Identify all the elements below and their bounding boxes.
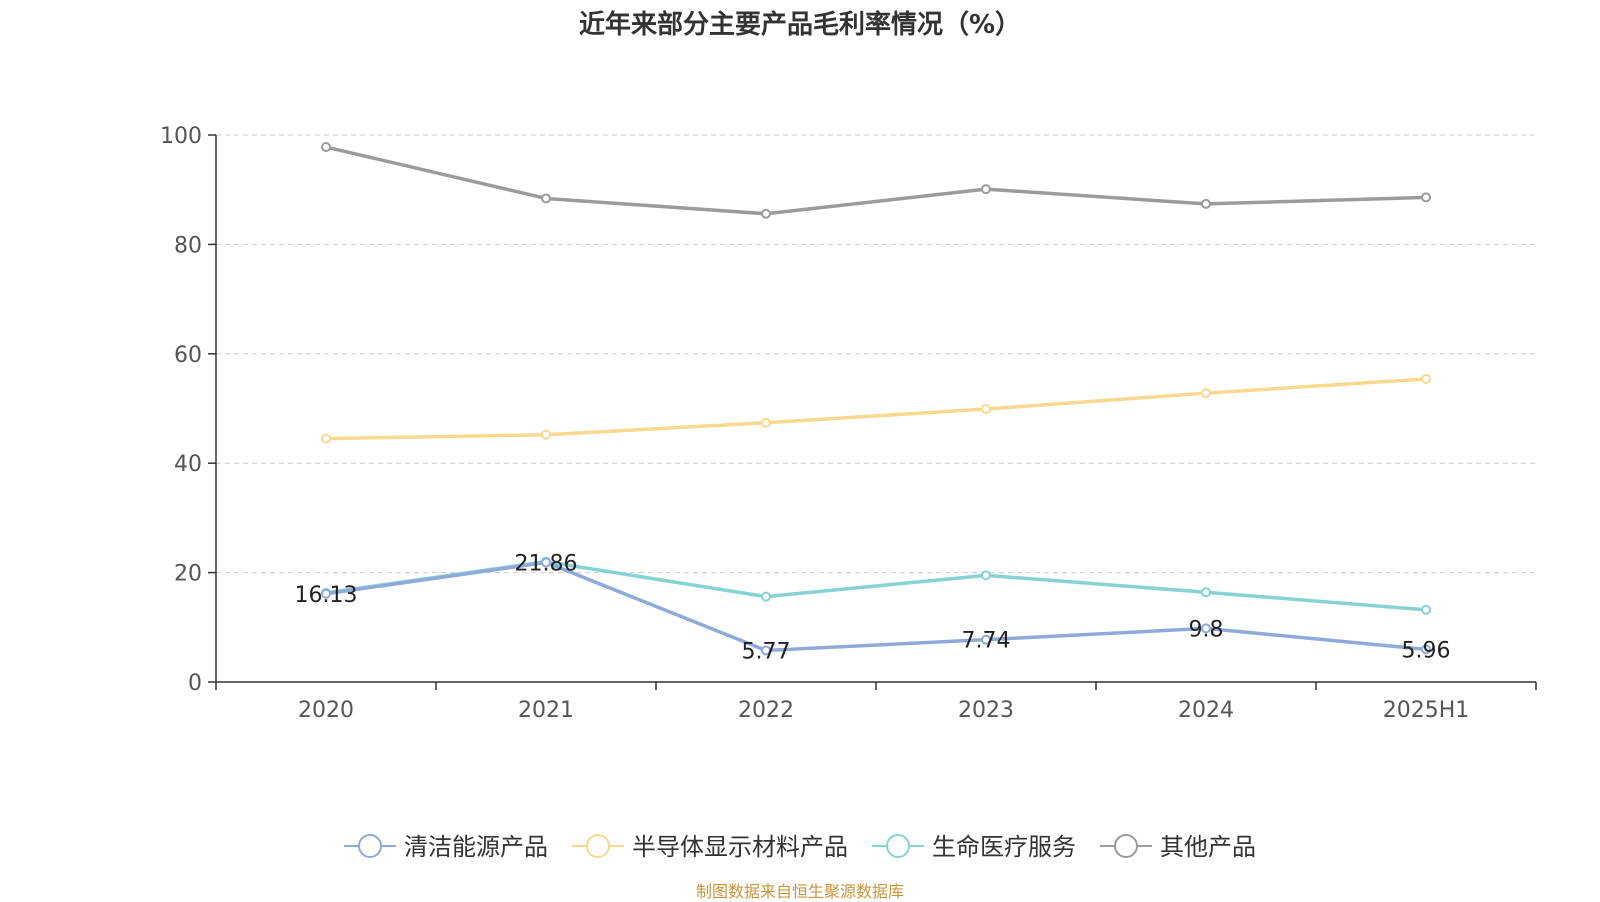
legend-marker-icon bbox=[358, 834, 382, 858]
data-point bbox=[1421, 644, 1431, 655]
data-point bbox=[541, 557, 551, 568]
x-tick-label: 2024 bbox=[1178, 698, 1234, 723]
data-label: 16.13 bbox=[295, 583, 358, 608]
data-point bbox=[1201, 623, 1211, 634]
legend-label: 其他产品 bbox=[1160, 833, 1256, 861]
legend-item-3[interactable]: 其他产品 bbox=[1100, 833, 1256, 861]
data-point bbox=[981, 404, 991, 415]
legend-label: 半导体显示材料产品 bbox=[632, 833, 848, 861]
series-line-3 bbox=[325, 145, 1427, 216]
data-point bbox=[321, 433, 331, 444]
data-point bbox=[761, 208, 771, 219]
data-label: 5.77 bbox=[742, 639, 791, 664]
data-point bbox=[541, 429, 551, 440]
legend-label: 生命医疗服务 bbox=[932, 833, 1076, 861]
data-point bbox=[981, 184, 991, 195]
data-label: 5.96 bbox=[1402, 638, 1451, 663]
y-tick-label: 40 bbox=[174, 452, 202, 477]
legend-marker-icon bbox=[886, 834, 910, 858]
legend-item-1[interactable]: 半导体显示材料产品 bbox=[572, 833, 848, 861]
x-tick-label: 2025H1 bbox=[1383, 698, 1470, 723]
data-labels: 16.13 21.86 5.77 7.74 9.8 5.96 bbox=[295, 551, 1451, 664]
data-point bbox=[1421, 373, 1431, 384]
legend-label: 清洁能源产品 bbox=[404, 833, 548, 861]
x-tick-label: 2021 bbox=[518, 698, 574, 723]
legend-marker-icon bbox=[1114, 834, 1138, 858]
x-tick-label: 2023 bbox=[958, 698, 1014, 723]
data-point bbox=[761, 591, 771, 602]
y-tick-label: 100 bbox=[160, 124, 202, 149]
x-tick-label: 2020 bbox=[298, 698, 354, 723]
series-line-0 bbox=[325, 560, 1427, 653]
grid-lines bbox=[216, 134, 1536, 574]
axes: 0 20 40 60 80 100 2020 2021 2022 2023 2024 2025H1 bbox=[160, 124, 1537, 723]
data-label: 9.8 bbox=[1189, 617, 1224, 642]
data-point bbox=[1421, 192, 1431, 203]
x-tick-label: 2022 bbox=[738, 698, 794, 723]
chart-title: 近年来部分主要产品毛利率情况（%） bbox=[578, 10, 1022, 40]
legend-item-0[interactable]: 清洁能源产品 bbox=[344, 833, 548, 861]
legend[interactable]: 清洁能源产品 半导体显示材料产品 生命医疗服务 其他产品 bbox=[344, 833, 1256, 861]
series-lines bbox=[321, 142, 1431, 656]
y-tick-label: 0 bbox=[188, 671, 202, 696]
data-point bbox=[321, 142, 331, 153]
y-tick-label: 60 bbox=[174, 343, 202, 368]
y-tick-label: 80 bbox=[174, 233, 202, 258]
data-point bbox=[761, 645, 771, 656]
data-point bbox=[541, 193, 551, 204]
data-point bbox=[1421, 604, 1431, 615]
y-tick-label: 20 bbox=[174, 562, 202, 587]
data-point bbox=[981, 570, 991, 581]
data-point bbox=[321, 588, 331, 599]
data-point bbox=[761, 417, 771, 428]
legend-marker-icon bbox=[586, 834, 610, 858]
data-point bbox=[1201, 388, 1211, 399]
data-label: 21.86 bbox=[515, 551, 578, 576]
source-note: 制图数据来自恒生聚源数据库 bbox=[695, 882, 904, 901]
data-point bbox=[1201, 587, 1211, 598]
data-label: 7.74 bbox=[962, 629, 1011, 654]
legend-item-2[interactable]: 生命医疗服务 bbox=[872, 833, 1076, 861]
series-line-1 bbox=[325, 377, 1427, 441]
data-point bbox=[981, 634, 991, 645]
data-point bbox=[1201, 198, 1211, 209]
